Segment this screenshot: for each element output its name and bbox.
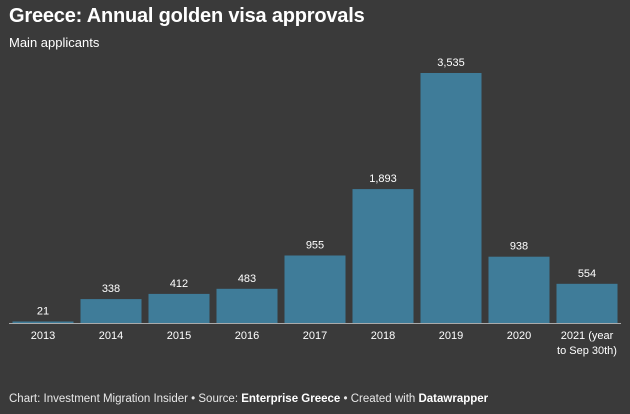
x-tick-label-5: 2018 [371,330,395,342]
x-tick-label-7: 2020 [507,330,531,342]
chart-title: Greece: Annual golden visa approvals [9,5,365,27]
x-tick-label-8-0: 2021 (year [561,330,614,342]
footer-source: Enterprise Greece [241,393,341,405]
value-label-7: 938 [510,241,528,253]
footer-prefix: Chart: Investment Migration Insider • So… [9,393,242,405]
bar-8 [556,283,618,323]
x-tick-label-8-1: to Sep 30th) [557,345,617,357]
x-tick-label-4: 2017 [303,330,327,342]
footer-tool: Datawrapper [418,393,489,405]
value-label-8: 554 [578,268,596,280]
bar-5 [352,189,414,323]
chart-subtitle: Main applicants [9,35,100,50]
bar-7 [488,256,550,323]
value-label-5: 1,893 [369,173,397,185]
value-label-3: 483 [238,273,256,285]
bar-3 [216,288,278,323]
bar-6 [420,73,482,323]
bar-4 [284,255,346,323]
x-tick-label-3: 2016 [235,330,259,342]
x-tick-label-1: 2014 [99,330,123,342]
x-tick-label-0: 2013 [31,330,55,342]
bar-2 [148,293,210,323]
x-tick-label-2: 2015 [167,330,191,342]
chart-footer: Chart: Investment Migration Insider • So… [9,393,488,405]
value-label-4: 955 [306,240,324,252]
x-tick-label-6: 2019 [439,330,463,342]
value-label-0: 21 [37,306,49,318]
footer-middle: • Created with [340,393,419,405]
bar-0 [12,321,74,323]
value-label-2: 412 [170,278,188,290]
bar-1 [80,299,142,323]
value-label-1: 338 [102,283,120,295]
value-label-6: 3,535 [437,57,465,69]
